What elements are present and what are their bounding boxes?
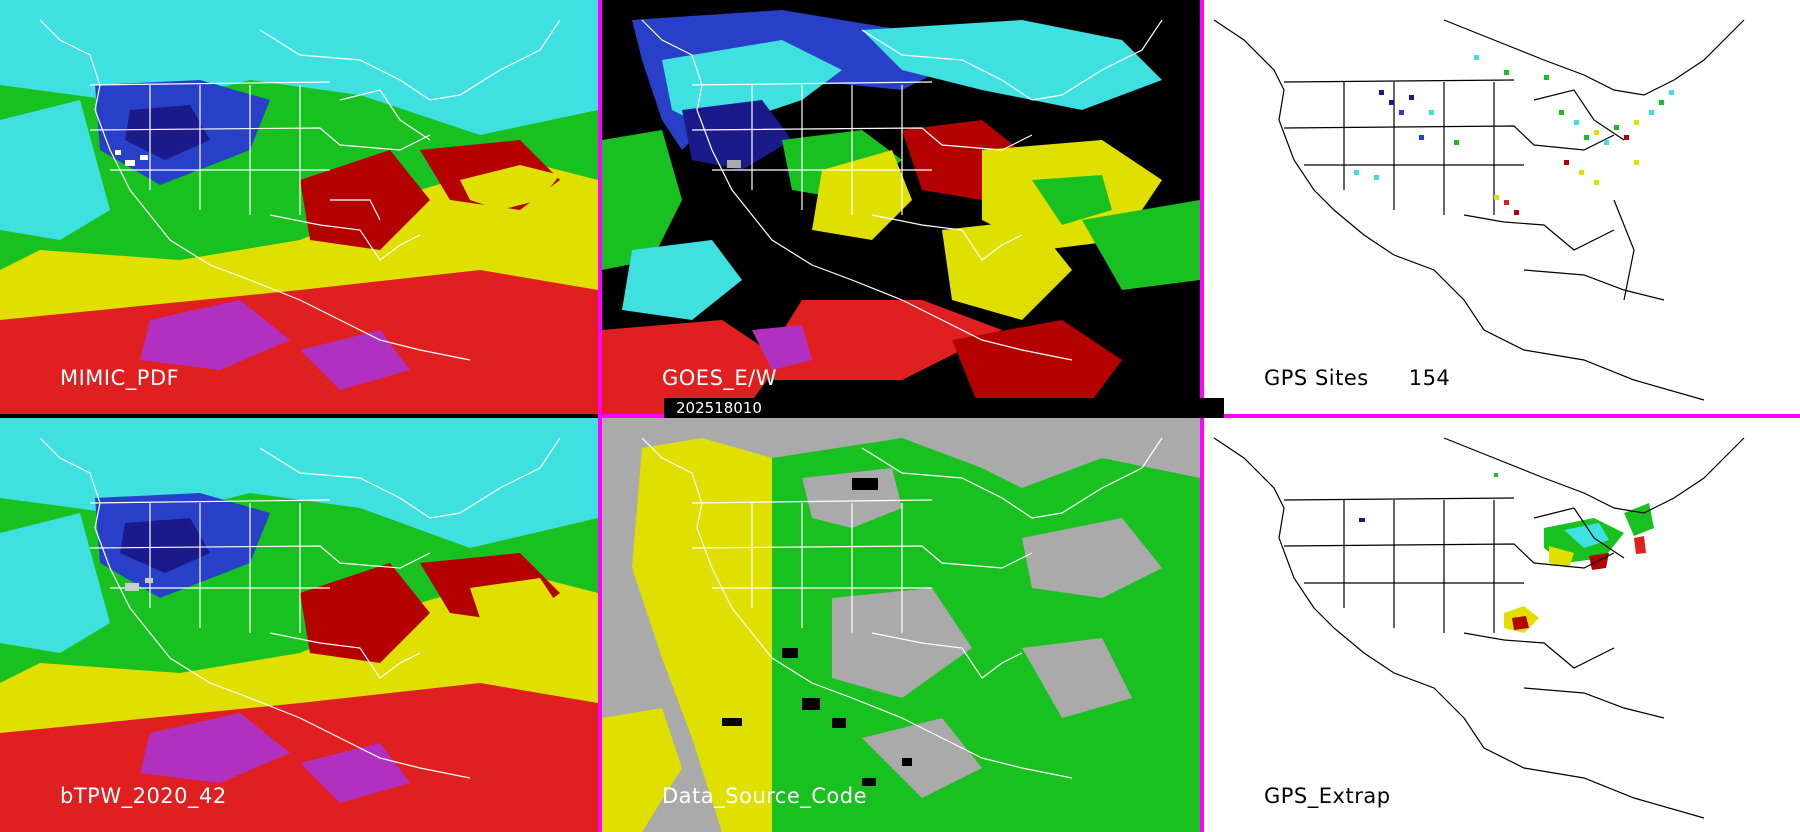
mimic-pdf-map: [0, 0, 598, 414]
btpw-panel: bTPW_2020_42: [0, 418, 598, 832]
goes-panel: GOES_E/W: [602, 0, 1200, 414]
timestamp-bar: 202518010: [664, 398, 1224, 418]
gps-sites-count: 154: [1408, 366, 1451, 390]
data-source-panel: Data_Source_Code: [602, 418, 1200, 832]
timestamp-text: 202518010: [676, 399, 762, 417]
data-source-map: [602, 418, 1200, 832]
goes-label: GOES_E/W: [662, 366, 778, 390]
gps-sites-panel: GPS Sites 154: [1204, 0, 1800, 414]
gps-sites-map: [1204, 0, 1800, 414]
gps-sites-title: GPS Sites: [1264, 366, 1369, 390]
btpw-map: [0, 418, 598, 832]
gps-sites-label: GPS Sites 154: [1264, 366, 1450, 390]
goes-map: [602, 0, 1200, 414]
btpw-label: bTPW_2020_42: [60, 784, 227, 808]
mimic-pdf-label: MIMIC_PDF: [60, 366, 180, 390]
gps-extrap-label: GPS_Extrap: [1264, 784, 1391, 808]
mimic-pdf-panel: MIMIC_PDF: [0, 0, 598, 414]
gps-extrap-map: [1204, 418, 1800, 832]
gps-extrap-panel: GPS_Extrap: [1204, 418, 1800, 832]
data-source-label: Data_Source_Code: [662, 784, 868, 808]
